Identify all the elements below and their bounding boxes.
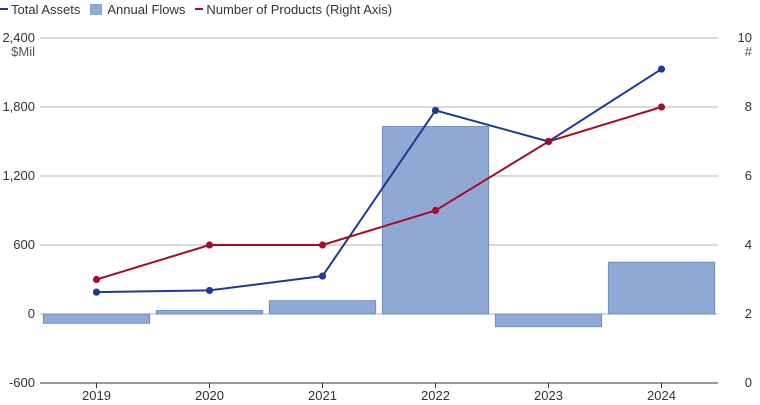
number-of-products-right-axis-point — [205, 241, 214, 249]
left-tick-label: 2,400 — [2, 30, 35, 45]
number-of-products-right-axis-point — [431, 206, 440, 215]
annual-flows-bar — [381, 126, 490, 315]
number-of-products-right-axis-point — [92, 275, 101, 284]
total-assets-point — [657, 65, 666, 73]
annual-flows-bar — [494, 313, 603, 328]
total-assets-point — [92, 288, 101, 296]
x-tick-label: 2022 — [421, 388, 450, 403]
legend-swatch-annual-flows — [90, 3, 103, 15]
number-of-products-right-axis-line — [96, 106, 662, 281]
series-lines — [92, 65, 666, 296]
right-tick-label: 6 — [745, 168, 752, 183]
right-axis-unit: # — [745, 44, 753, 59]
axes: 2,400 1,800 1,200 600 0 -600 $Mil 10 8 6 4 2 0 #2019 2… — [2, 30, 752, 403]
annual-flows-bars — [42, 126, 716, 328]
right-tick-label: 2 — [745, 306, 752, 321]
annual-flows-bar — [268, 300, 377, 315]
left-tick-label: -600 — [9, 375, 35, 390]
total-assets-line — [96, 68, 663, 294]
number-of-products-right-axis-point — [657, 103, 666, 111]
x-tick-label: 2019 — [82, 388, 111, 403]
right-tick-label: 4 — [745, 237, 752, 252]
legend-label-number-of-products: Number of Products (Right Axis) — [206, 1, 393, 17]
legend-label-annual-flows: Annual Flows — [107, 1, 186, 17]
left-tick-label: 1,200 — [2, 168, 35, 183]
legend-swatch-total-assets — [0, 8, 8, 10]
left-tick-label: 0 — [28, 306, 35, 321]
right-tick-label: 0 — [745, 375, 752, 390]
total-assets-point — [205, 286, 214, 295]
number-of-products-right-axis-point — [544, 137, 553, 146]
left-tick-label: 1,800 — [2, 99, 35, 114]
x-tick-label: 2024 — [647, 388, 676, 403]
annual-flows-bar — [607, 261, 716, 315]
x-tick-label: 2023 — [534, 388, 563, 403]
right-tick-label: 10 — [738, 30, 752, 45]
legend-swatch-number-of-products — [195, 8, 204, 10]
x-tick-label: 2021 — [308, 388, 337, 403]
gridlines — [40, 37, 718, 315]
left-axis-unit: $Mil — [11, 44, 35, 59]
annual-flows-bar — [155, 310, 264, 315]
total-assets-point — [318, 272, 327, 280]
legend-item-number-of-products[interactable]: Number of Products (Right Axis) — [195, 2, 392, 17]
annual-flows-bar — [42, 313, 151, 324]
number-of-products-right-axis-point — [318, 241, 327, 249]
legend: Total Assets Annual Flows Number of Prod… — [0, 0, 402, 18]
x-tick-label: 2020 — [195, 388, 224, 403]
left-tick-label: 600 — [13, 237, 35, 252]
legend-label-total-assets: Total Assets — [11, 1, 81, 17]
right-tick-label: 8 — [745, 99, 752, 114]
total-assets-point — [431, 106, 440, 115]
legend-item-total-assets[interactable]: Total Assets — [0, 2, 80, 17]
legend-item-annual-flows[interactable]: Annual Flows — [90, 2, 185, 17]
